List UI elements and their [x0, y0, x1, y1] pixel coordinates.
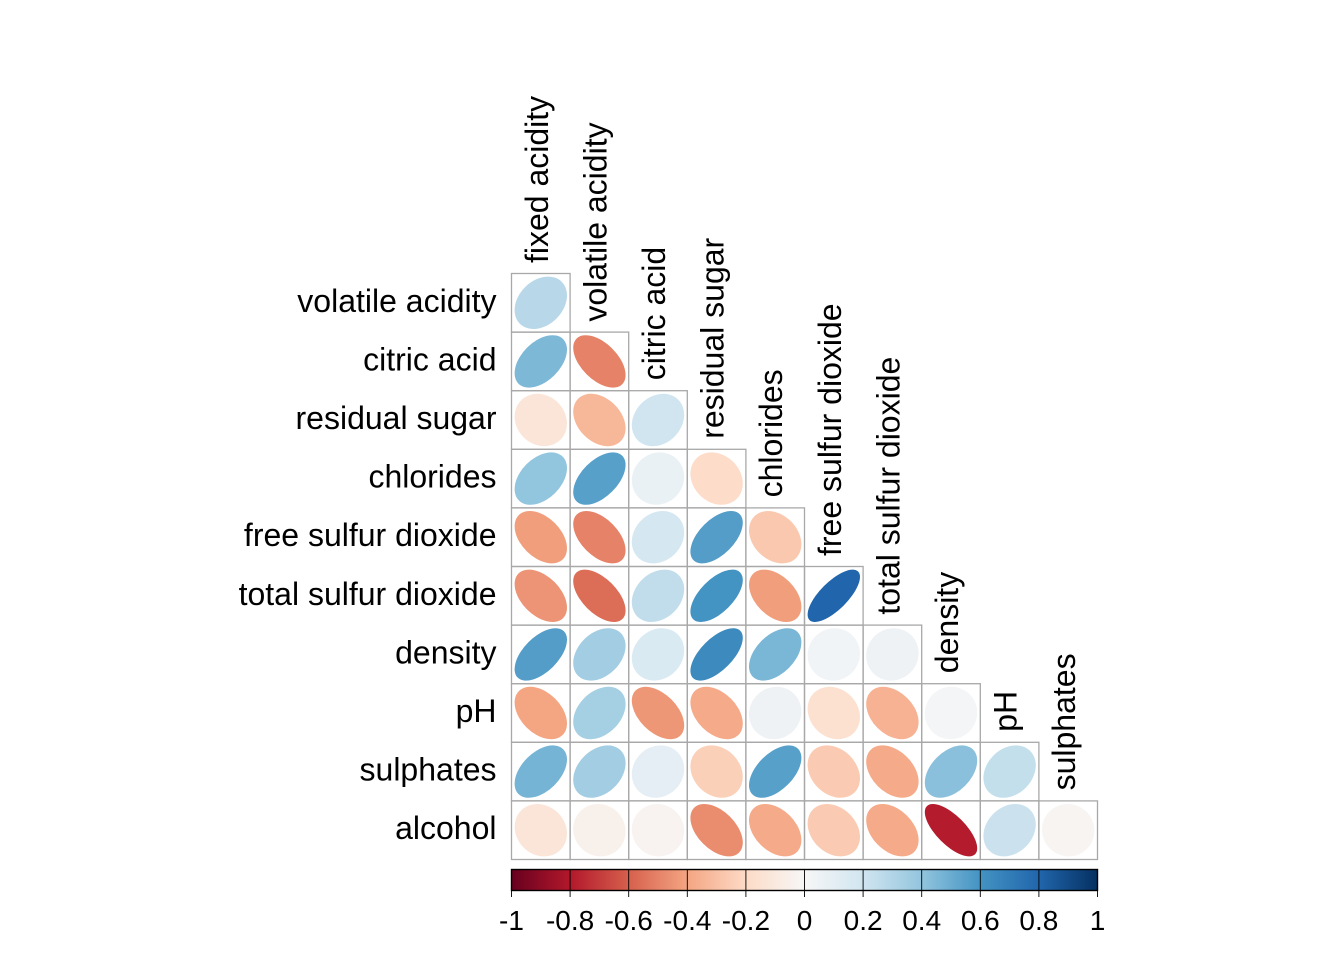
- svg-text:citric acid: citric acid: [636, 247, 672, 380]
- svg-text:volatile acidity: volatile acidity: [297, 283, 496, 319]
- svg-text:alcohol: alcohol: [395, 810, 496, 846]
- svg-text:0.8: 0.8: [1019, 905, 1058, 936]
- svg-text:fixed acidity: fixed acidity: [519, 96, 555, 263]
- svg-text:sulphates: sulphates: [360, 752, 497, 788]
- svg-text:-0.4: -0.4: [663, 905, 711, 936]
- svg-text:density: density: [929, 572, 965, 673]
- svg-text:residual sugar: residual sugar: [296, 400, 497, 436]
- svg-text:citric acid: citric acid: [363, 341, 496, 377]
- svg-text:total sulfur dioxide: total sulfur dioxide: [870, 357, 906, 615]
- svg-text:sulphates: sulphates: [1046, 653, 1082, 790]
- svg-text:-0.6: -0.6: [605, 905, 653, 936]
- svg-text:-1: -1: [499, 905, 524, 936]
- svg-text:1: 1: [1090, 905, 1106, 936]
- svg-text:pH: pH: [456, 693, 497, 729]
- svg-text:free sulfur dioxide: free sulfur dioxide: [244, 517, 497, 553]
- svg-text:pH: pH: [988, 691, 1024, 732]
- svg-text:0.4: 0.4: [902, 905, 941, 936]
- svg-text:-0.8: -0.8: [546, 905, 594, 936]
- svg-text:free sulfur dioxide: free sulfur dioxide: [812, 303, 848, 556]
- svg-text:0: 0: [797, 905, 813, 936]
- svg-text:residual sugar: residual sugar: [695, 237, 731, 438]
- svg-text:0.6: 0.6: [961, 905, 1000, 936]
- svg-text:volatile acidity: volatile acidity: [577, 122, 613, 321]
- svg-text:chlorides: chlorides: [368, 459, 496, 495]
- svg-text:0.2: 0.2: [844, 905, 883, 936]
- svg-text:chlorides: chlorides: [753, 369, 789, 497]
- svg-text:-0.2: -0.2: [722, 905, 770, 936]
- svg-text:total sulfur dioxide: total sulfur dioxide: [239, 576, 497, 612]
- svg-text:density: density: [395, 634, 496, 670]
